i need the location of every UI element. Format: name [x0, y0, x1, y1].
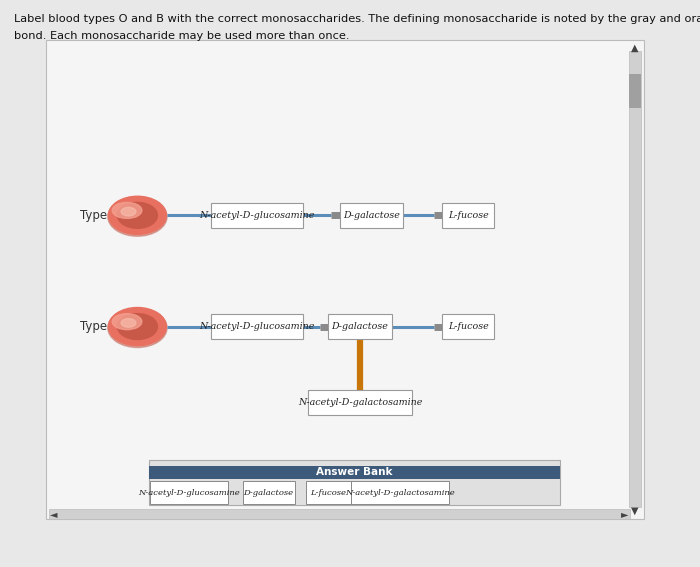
Text: N-acetyl-D-galactosamine: N-acetyl-D-galactosamine: [345, 489, 455, 497]
FancyBboxPatch shape: [442, 202, 494, 228]
Text: ◄: ◄: [50, 509, 57, 519]
Text: Type B: Type B: [80, 320, 120, 333]
FancyBboxPatch shape: [149, 460, 559, 505]
Text: N-acetyl-D-galactosamine: N-acetyl-D-galactosamine: [298, 398, 422, 407]
Text: D-galactose: D-galactose: [244, 489, 294, 497]
Text: ▼: ▼: [631, 505, 638, 515]
Ellipse shape: [112, 314, 142, 329]
Ellipse shape: [121, 208, 136, 216]
FancyBboxPatch shape: [328, 314, 391, 340]
FancyBboxPatch shape: [307, 481, 351, 504]
Text: D-galactose: D-galactose: [332, 322, 389, 331]
Text: ▲: ▲: [631, 43, 638, 53]
Ellipse shape: [108, 197, 167, 236]
Text: ►: ►: [621, 509, 628, 519]
Text: Answer Bank: Answer Bank: [316, 467, 393, 477]
Ellipse shape: [121, 319, 136, 327]
FancyBboxPatch shape: [351, 481, 449, 504]
FancyBboxPatch shape: [308, 390, 412, 415]
FancyBboxPatch shape: [243, 481, 295, 504]
Text: L-fucose: L-fucose: [311, 489, 346, 497]
Text: D-galactose: D-galactose: [343, 211, 400, 220]
Text: Label blood types O and B with the correct monosaccharides. The defining monosac: Label blood types O and B with the corre…: [14, 14, 700, 24]
Ellipse shape: [108, 196, 167, 234]
FancyBboxPatch shape: [340, 202, 403, 228]
Ellipse shape: [118, 202, 158, 229]
Text: N-acetyl-D-glucosamine: N-acetyl-D-glucosamine: [199, 211, 315, 220]
FancyBboxPatch shape: [150, 481, 228, 504]
FancyBboxPatch shape: [211, 202, 303, 228]
Text: L-fucose: L-fucose: [448, 211, 489, 220]
FancyBboxPatch shape: [211, 314, 303, 340]
Ellipse shape: [112, 202, 142, 218]
Ellipse shape: [118, 314, 158, 340]
Text: L-fucose: L-fucose: [448, 322, 489, 331]
Text: N-acetyl-D-glucosamine: N-acetyl-D-glucosamine: [199, 322, 315, 331]
Ellipse shape: [108, 307, 167, 346]
FancyBboxPatch shape: [149, 466, 559, 479]
FancyBboxPatch shape: [442, 314, 494, 340]
Text: bond. Each monosaccharide may be used more than once.: bond. Each monosaccharide may be used mo…: [14, 31, 349, 41]
Text: N-acetyl-D-glucosamine: N-acetyl-D-glucosamine: [138, 489, 239, 497]
Ellipse shape: [108, 308, 167, 348]
Text: Type O: Type O: [80, 209, 120, 222]
